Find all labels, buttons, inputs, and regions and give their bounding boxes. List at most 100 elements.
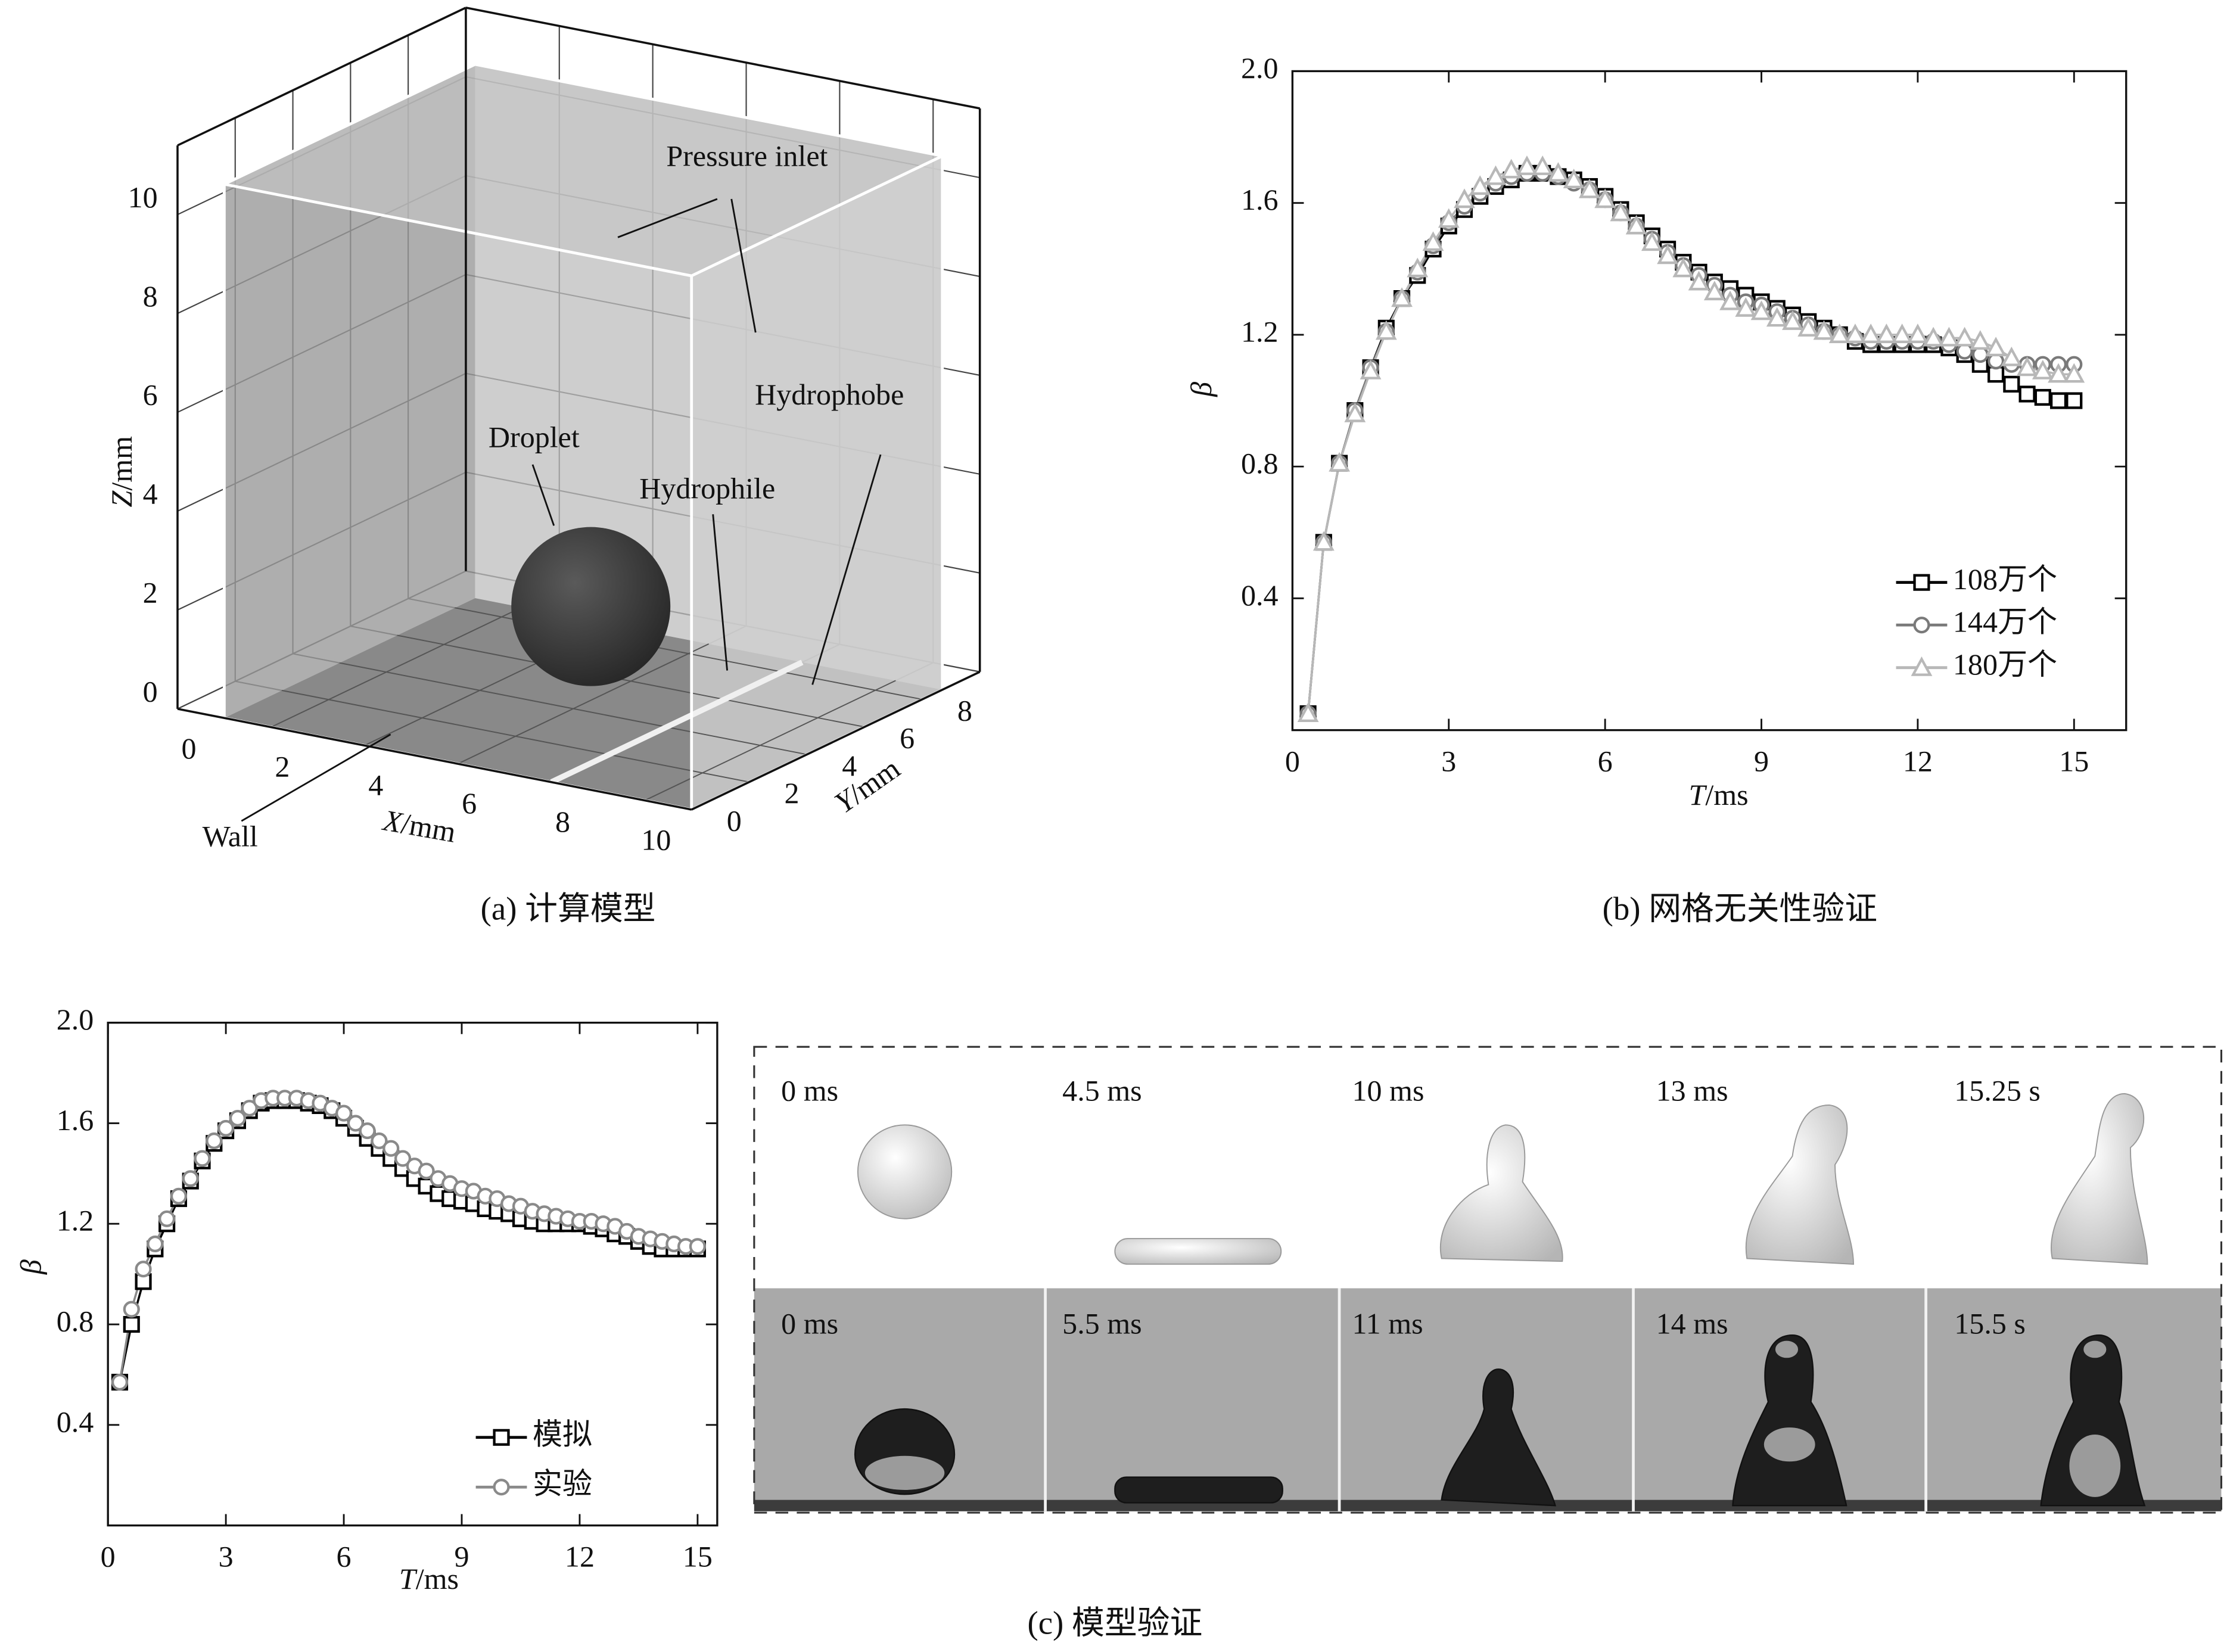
- marker: [1422, 231, 1444, 251]
- marker: [241, 1100, 258, 1117]
- marker: [1828, 323, 1850, 343]
- marker: [1813, 320, 1835, 340]
- y-axis-title: β: [14, 1259, 48, 1275]
- edge: [339, 662, 807, 755]
- x-tick-label: 6: [462, 786, 477, 820]
- snapshot-label: 11 ms: [1352, 1306, 1423, 1340]
- y-tick-label: 0.4: [57, 1405, 94, 1438]
- marker: [1672, 257, 1694, 278]
- snapshot-label: 10 ms: [1352, 1074, 1424, 1107]
- edge: [270, 606, 522, 728]
- snapshot-label: 5.5 ms: [1062, 1306, 1142, 1340]
- marker: [394, 1150, 412, 1167]
- marker: [1797, 317, 1819, 337]
- z-tick-label: 0: [143, 674, 158, 708]
- marker: [1782, 310, 1803, 330]
- label: Hydrophobe: [755, 378, 904, 411]
- legend-label: 180万个: [1953, 648, 2057, 681]
- edge: [691, 671, 981, 811]
- marker: [194, 1150, 211, 1167]
- snapshot-label: 15.5 s: [1954, 1306, 2026, 1340]
- marker: [2016, 356, 2038, 377]
- marker: [206, 1132, 223, 1150]
- marker: [1312, 531, 1335, 551]
- marker: [229, 1109, 246, 1127]
- x-tick-label: 8: [555, 805, 570, 838]
- edge: [691, 154, 943, 278]
- marker: [1532, 155, 1554, 175]
- caption: (a) 计算模型: [481, 890, 656, 926]
- marker: [1860, 323, 1882, 343]
- marker: [123, 1301, 140, 1318]
- y-axis-title: β: [1184, 382, 1218, 397]
- y-tick-label: 2.0: [57, 1003, 94, 1036]
- marker: [2049, 392, 2067, 409]
- label: Droplet: [489, 421, 580, 454]
- edge: [465, 7, 981, 110]
- marker: [2034, 388, 2051, 406]
- x-tick-label: 0: [1285, 744, 1300, 777]
- x-axis-title: T/ms: [399, 1562, 459, 1595]
- face: [224, 64, 943, 276]
- marker: [1297, 702, 1319, 722]
- marker: [1954, 326, 1976, 347]
- marker: [418, 1162, 435, 1180]
- marker: [1657, 244, 1679, 265]
- snapshot-label: 14 ms: [1656, 1306, 1728, 1340]
- marker: [158, 1210, 176, 1227]
- legend-marker: [1911, 656, 1933, 676]
- legend-marker: [493, 1479, 510, 1496]
- y-tick-label: 1.2: [57, 1204, 94, 1237]
- droplet: [511, 527, 671, 686]
- marker: [2018, 385, 2036, 403]
- edge: [223, 63, 476, 186]
- x-tick-label: 15: [2059, 744, 2089, 777]
- edge: [474, 63, 943, 158]
- edge: [177, 7, 466, 147]
- x-tick-label: 12: [1903, 744, 1933, 777]
- marker: [1625, 214, 1647, 235]
- x-tick-label: 3: [1441, 744, 1456, 777]
- marker: [1485, 165, 1507, 185]
- marker: [2003, 375, 2020, 393]
- marker: [1329, 452, 1351, 472]
- marker: [1469, 175, 1491, 195]
- annotations: [241, 198, 882, 822]
- y-tick-label: 0.8: [57, 1305, 94, 1338]
- x-tick-label: 2: [275, 750, 290, 783]
- y-tick-label: 4: [842, 749, 857, 782]
- legend-label: 模拟: [533, 1417, 592, 1451]
- marker: [1407, 257, 1429, 278]
- axis-title: Y/mm: [829, 752, 906, 820]
- marker: [217, 1119, 235, 1137]
- marker: [1344, 402, 1366, 422]
- x-tick-label: 3: [219, 1539, 234, 1573]
- x-tick-label: 9: [1754, 744, 1769, 777]
- marker: [111, 1374, 129, 1391]
- axis-title: Z/mm: [105, 436, 138, 508]
- snapshot-label: 0 ms: [781, 1306, 838, 1340]
- marker: [1688, 270, 1710, 291]
- marker: [182, 1170, 199, 1187]
- marker: [1735, 297, 1757, 317]
- marker: [1516, 155, 1538, 175]
- marker: [1391, 287, 1413, 307]
- marker: [359, 1122, 376, 1140]
- axis-title: X/mm: [380, 803, 458, 849]
- edge: [223, 182, 692, 278]
- marker: [689, 1238, 706, 1255]
- x-tick-label: 0: [182, 732, 197, 765]
- marker: [135, 1261, 152, 1278]
- snapshot-label: 4.5 ms: [1062, 1074, 1142, 1107]
- marker: [1641, 231, 1663, 251]
- caption: (c) 模型验证: [1027, 1604, 1202, 1641]
- y-tick-label: 1.6: [57, 1103, 94, 1137]
- marker: [1703, 281, 1725, 301]
- face: [691, 155, 943, 810]
- edge: [397, 634, 865, 728]
- y-tick-label: 0: [727, 804, 742, 837]
- marker: [147, 1235, 164, 1253]
- marker: [1891, 323, 1913, 343]
- marker: [1375, 320, 1397, 340]
